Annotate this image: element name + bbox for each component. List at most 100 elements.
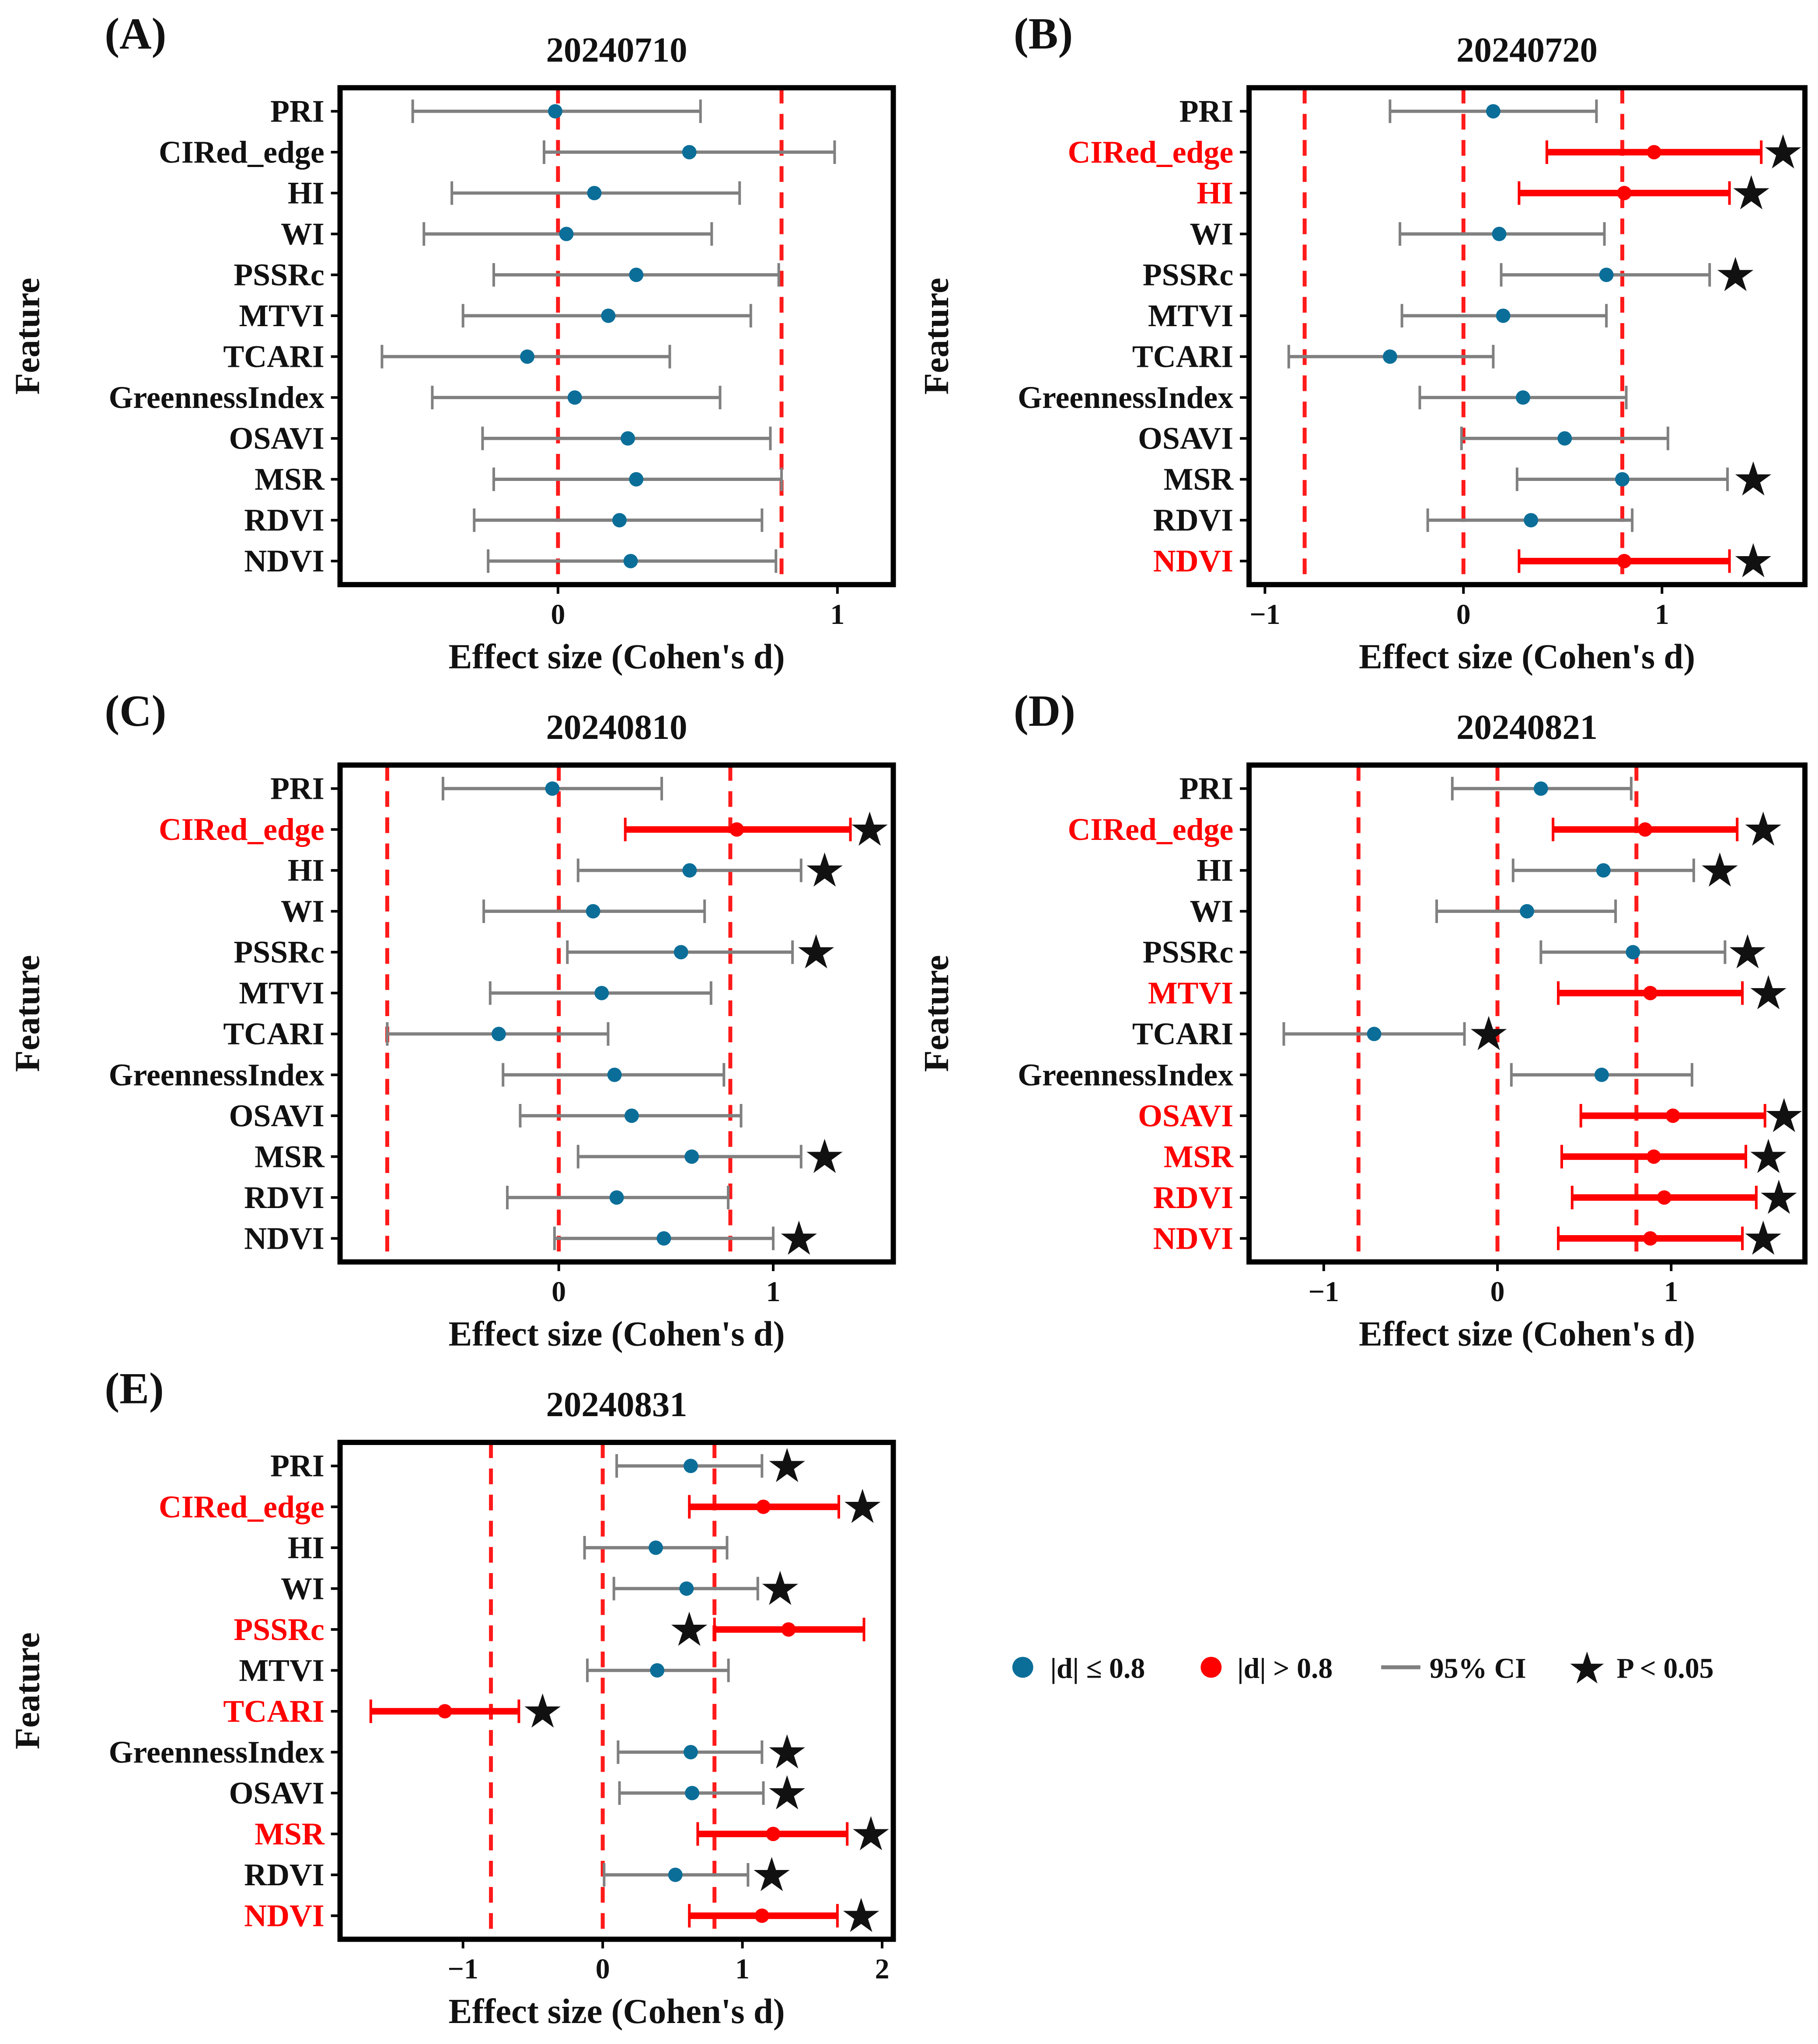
effect-point <box>1594 1067 1609 1082</box>
forest-row: MSR <box>255 462 783 497</box>
forest-row: ★ OSAVI <box>229 1770 806 1817</box>
panel-e: (E) 20240831 ★ PRI ★ CIRed_edge HI ★ WI ★ PSSRc MTV… <box>8 1363 896 2031</box>
significance-star-icon: ★ <box>753 1852 791 1898</box>
effect-point <box>781 1622 796 1637</box>
y-tick-label: CIRed_edge <box>159 812 325 847</box>
x-tick-label: 1 <box>766 1276 781 1308</box>
y-tick-label: MSR <box>255 1139 325 1174</box>
effect-point <box>545 781 560 796</box>
significance-star-icon: ★ <box>851 807 889 853</box>
y-tick-label: WI <box>281 894 325 929</box>
forest-row: ★ GreennessIndex <box>109 1729 806 1776</box>
effect-point <box>548 104 562 118</box>
y-tick-label: MTVI <box>239 298 324 333</box>
effect-point <box>649 1540 663 1555</box>
panel-label: (A) <box>105 9 166 58</box>
effect-point <box>673 945 688 960</box>
effect-point <box>679 1581 694 1596</box>
significance-star-icon: ★ <box>524 1689 562 1735</box>
forest-row: ★ HI <box>1197 848 1738 894</box>
y-tick-label: CIRed_edge <box>1068 812 1233 847</box>
y-tick-label: NDVI <box>1153 1221 1233 1256</box>
significance-star-icon: ★ <box>1717 252 1754 299</box>
y-tick-label: GreennessIndex <box>109 1057 325 1092</box>
legend-small-label: |d| ≤ 0.8 <box>1050 1652 1145 1684</box>
effect-point <box>437 1704 452 1719</box>
effect-point <box>1516 390 1530 405</box>
y-tick-label: WI <box>1190 894 1233 929</box>
y-tick-label: TCARI <box>223 1017 324 1052</box>
x-tick-label: 0 <box>596 1953 610 1985</box>
forest-row: RDVI <box>244 1180 730 1215</box>
plot-frame <box>337 85 896 588</box>
forest-row: GreennessIndex <box>109 380 722 415</box>
forest-row: RDVI <box>244 503 764 538</box>
effect-point <box>656 1231 671 1246</box>
significance-star-icon: ★ <box>797 930 835 976</box>
y-tick-label: PSSRc <box>1143 258 1233 292</box>
significance-star-icon: ★ <box>1760 1175 1798 1221</box>
y-tick-label: CIRed_edge <box>1068 135 1233 170</box>
y-tick-label: PRI <box>270 1449 325 1483</box>
y-tick-label: PRI <box>270 94 325 129</box>
y-tick-label: MTVI <box>239 1653 324 1688</box>
effect-point <box>682 863 697 878</box>
y-tick-label: PRI <box>1179 94 1234 129</box>
y-tick-label: HI <box>1197 175 1233 210</box>
y-tick-label: GreennessIndex <box>1018 1057 1233 1092</box>
y-tick-label: NDVI <box>244 543 324 578</box>
plot-frame <box>1246 85 1808 588</box>
forest-row: ★ TCARI <box>1132 1011 1507 1058</box>
y-tick-label: RDVI <box>244 1857 324 1892</box>
forest-row: OSAVI <box>229 421 772 456</box>
effect-point <box>1524 513 1539 528</box>
effect-point <box>668 1867 683 1882</box>
effect-point <box>609 1190 624 1205</box>
x-axis-label: Effect size (Cohen's d) <box>449 1315 785 1354</box>
effect-point <box>754 1908 769 1923</box>
forest-row: ★ CIRed_edge <box>159 807 889 853</box>
y-tick-label: RDVI <box>1153 1180 1233 1215</box>
y-tick-label: NDVI <box>244 1221 324 1256</box>
significance-star-icon: ★ <box>768 1770 806 1817</box>
effect-point <box>1643 1231 1658 1246</box>
y-tick-label: WI <box>281 216 325 251</box>
y-tick-label: PRI <box>270 771 325 806</box>
y-tick-label: HI <box>288 175 325 210</box>
forest-row: WI <box>281 216 713 251</box>
y-tick-label: MTVI <box>1148 298 1233 333</box>
forest-row: MTVI <box>239 1653 730 1688</box>
forest-row: ★ RDVI <box>1153 1175 1798 1221</box>
forest-row: GreennessIndex <box>1018 1057 1693 1092</box>
y-tick-label: MTVI <box>1148 975 1233 1010</box>
y-axis-label: Feature <box>8 278 47 395</box>
significance-star-icon: ★ <box>1750 970 1787 1017</box>
effect-point <box>621 431 635 446</box>
forest-row: PSSRc <box>234 258 780 292</box>
significance-star-icon: ★ <box>761 1566 799 1612</box>
forest-row: ★ MSR <box>255 1811 890 1857</box>
significance-star-icon: ★ <box>1745 807 1782 853</box>
forest-row: RDVI <box>1153 503 1634 538</box>
forest-row: MTVI <box>239 298 752 333</box>
y-tick-label: TCARI <box>223 339 324 374</box>
panel-c: (C) 20240810 PRI ★ CIRed_edge ★ HI WI ★ PSSRc MTVI… <box>8 686 896 1354</box>
y-tick-label: PSSRc <box>1143 935 1233 970</box>
plot-frame <box>337 1440 896 1942</box>
y-tick-label: RDVI <box>1153 503 1233 538</box>
effect-point <box>1647 1149 1661 1164</box>
effect-point <box>612 513 627 528</box>
forest-row: ★ PSSRc <box>1143 930 1766 976</box>
effect-point <box>682 145 697 160</box>
forest-row: ★ PSSRc <box>1143 252 1754 299</box>
legend-ci-label: 95% CI <box>1430 1652 1526 1684</box>
x-tick-label: 0 <box>551 599 565 630</box>
x-tick-label: 0 <box>1490 1276 1505 1308</box>
significance-star-icon: ★ <box>780 1215 818 1262</box>
legend-star-label: P < 0.05 <box>1616 1652 1713 1684</box>
effect-point <box>491 1027 506 1041</box>
significance-star-icon: ★ <box>1734 456 1772 503</box>
y-tick-label: PSSRc <box>234 1612 324 1647</box>
y-axis-label: Feature <box>8 955 47 1072</box>
panel-title: 20240821 <box>1456 708 1598 747</box>
